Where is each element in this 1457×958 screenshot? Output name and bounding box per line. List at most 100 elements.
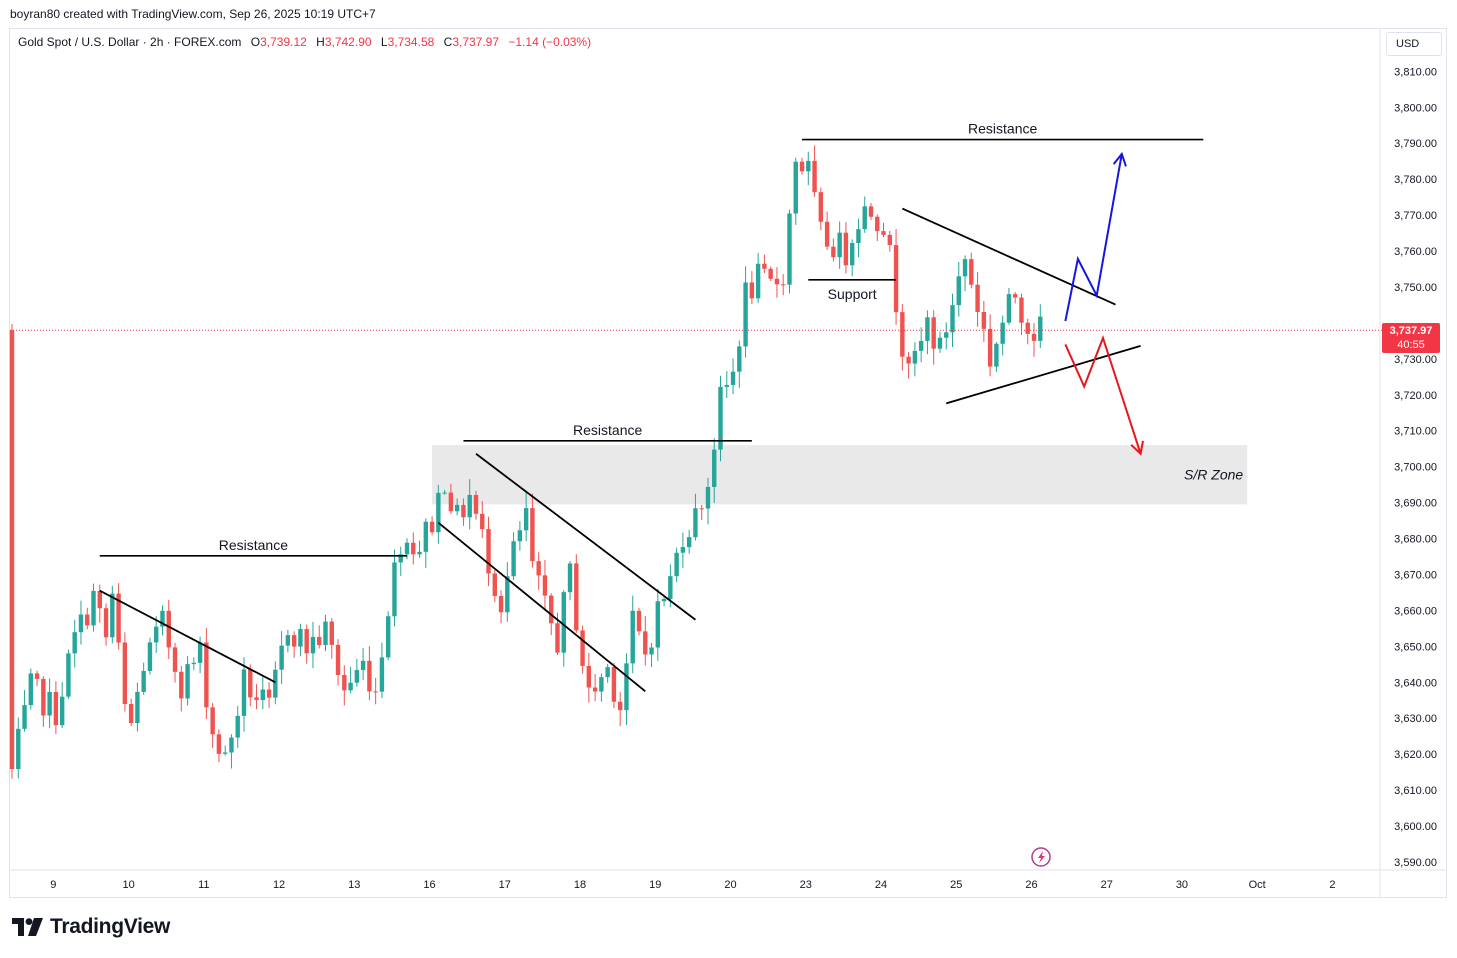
price-tick-label: 3,660.00	[1394, 605, 1437, 617]
candle-down	[34, 673, 40, 679]
trendline[interactable]	[475, 453, 696, 621]
candle-down	[342, 675, 347, 691]
candle-down	[530, 508, 535, 562]
candle-up	[404, 542, 410, 555]
candle-up	[505, 576, 510, 613]
candle-up	[185, 664, 190, 699]
time-tick-label: 2	[1329, 879, 1335, 891]
candle-down	[411, 542, 416, 555]
candle-up	[442, 492, 447, 494]
ohlc-legend: Gold Spot / U.S. Dollar · 2h · FOREX.com…	[18, 35, 591, 49]
candle-down	[611, 667, 617, 702]
time-tick-label: 12	[273, 879, 285, 891]
candle-up	[160, 610, 165, 627]
price-tick-label: 3,630.00	[1394, 713, 1437, 725]
candle-down	[373, 691, 378, 693]
time-tick-label: Oct	[1249, 879, 1266, 891]
candle-up	[16, 728, 21, 770]
candle-down	[122, 642, 128, 705]
resistance-label: Resistance	[968, 121, 1037, 137]
candle-down	[643, 631, 648, 655]
candle-up	[392, 562, 397, 617]
time-tick-label: 16	[423, 879, 435, 891]
close-label: C	[443, 35, 453, 49]
candle-up	[110, 593, 115, 638]
candle-up	[235, 715, 240, 738]
time-tick-label: 11	[198, 879, 209, 891]
trendline[interactable]	[437, 522, 646, 692]
time-tick-label: 13	[348, 879, 360, 891]
bearish-scenario-arrow[interactable]	[1064, 335, 1142, 455]
candle-up	[454, 504, 460, 512]
candle-up	[197, 642, 203, 663]
price-tick-label: 3,690.00	[1394, 498, 1437, 510]
candle-up	[737, 346, 742, 372]
change-value: −1.14 (−0.03%)	[508, 35, 592, 49]
candle-down	[317, 636, 322, 646]
candle-up	[925, 317, 930, 341]
candle-up	[78, 614, 84, 633]
candle-down	[987, 328, 993, 367]
candle-up	[674, 552, 679, 577]
candle-up	[655, 601, 661, 648]
price-tick-label: 3,610.00	[1394, 785, 1437, 797]
trendline[interactable]	[99, 589, 276, 684]
candle-up	[72, 632, 77, 654]
time-tick-label: 20	[724, 879, 736, 891]
price-tick-label: 3,760.00	[1394, 246, 1437, 258]
trendline[interactable]	[945, 345, 1141, 405]
price-tick-label: 3,620.00	[1394, 749, 1437, 761]
candle-up	[191, 662, 197, 665]
candle-up	[310, 636, 316, 654]
candle-down	[969, 259, 974, 285]
open-value: 3,739.12	[260, 35, 307, 49]
candle-down	[291, 635, 297, 647]
currency-selector[interactable]: USD	[1386, 32, 1442, 56]
candle-up	[517, 530, 523, 542]
candle-up	[661, 598, 667, 602]
candle-up	[686, 537, 692, 548]
candle-down	[85, 614, 90, 626]
candle-up	[1038, 316, 1043, 341]
candle-down	[53, 691, 59, 726]
candle-down	[210, 707, 215, 735]
candle-up	[849, 243, 855, 266]
time-tick-label: 26	[1025, 879, 1037, 891]
candle-down	[473, 494, 479, 514]
candle-up	[567, 563, 573, 593]
candle-down	[555, 623, 560, 653]
candle-down	[1025, 322, 1030, 334]
candle-down	[887, 234, 892, 246]
candle-down	[580, 630, 585, 666]
time-tick-label: 9	[50, 879, 56, 891]
price-tick-label: 3,600.00	[1394, 821, 1437, 833]
candle-up	[417, 551, 422, 555]
candles	[9, 145, 1043, 779]
candle-up	[837, 232, 842, 258]
candle-down	[549, 595, 554, 624]
candle-down	[875, 216, 880, 232]
trendline[interactable]	[901, 207, 1116, 306]
candle-up	[724, 384, 729, 387]
candle-down	[1031, 333, 1037, 341]
price-tick-label: 3,810.00	[1394, 66, 1437, 78]
candle-down	[818, 192, 824, 222]
candle-down	[254, 697, 259, 701]
candle-down	[461, 504, 466, 518]
symbol-label[interactable]: Gold Spot / U.S. Dollar · 2h · FOREX.com	[18, 35, 242, 49]
time-tick-label: 30	[1176, 879, 1188, 891]
candle-up	[743, 282, 748, 347]
candle-up	[241, 669, 247, 716]
candle-down	[893, 245, 899, 313]
bullish-scenario-arrow[interactable]	[1064, 153, 1123, 322]
candle-down	[536, 561, 541, 576]
candle-up	[561, 592, 566, 653]
tradingview-logo[interactable]: TradingView	[12, 915, 170, 939]
candle-down	[367, 660, 372, 692]
candle-down	[448, 492, 454, 512]
candle-down	[774, 278, 780, 285]
candle-down	[97, 590, 102, 609]
resistance-label: Resistance	[219, 537, 288, 553]
price-tick-label: 3,790.00	[1394, 138, 1437, 150]
